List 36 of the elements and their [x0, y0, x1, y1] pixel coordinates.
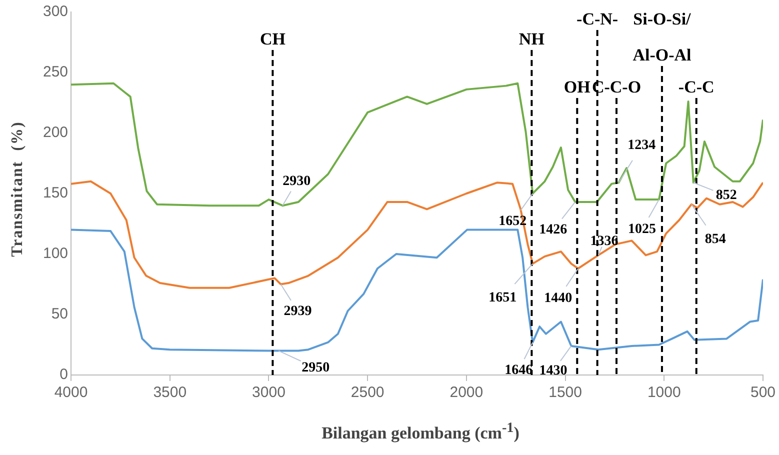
- y-tick-label: 250: [42, 64, 68, 81]
- ref-line-label: CH: [260, 29, 286, 48]
- annotation: 2939: [284, 304, 312, 319]
- annotation: 852: [716, 188, 737, 204]
- x-tick-label: 500: [750, 384, 776, 402]
- annotation: 2930: [282, 174, 311, 190]
- y-tick-label: 300: [42, 3, 68, 20]
- x-tick-label: 1000: [647, 384, 681, 402]
- ref-line-label: NH: [518, 29, 544, 48]
- y-tick-label: 200: [42, 124, 68, 142]
- ref-line-label: OH: [564, 77, 590, 96]
- annotation: 1646: [504, 362, 533, 378]
- annotation: 1651: [488, 290, 517, 306]
- annotation: 1430: [539, 364, 568, 379]
- x-tick-label: 4000: [54, 384, 88, 402]
- ref-line-label: C-C-O: [592, 77, 642, 96]
- y-axis-title: Transmitant (%): [9, 120, 27, 259]
- y-tick-label: 50: [51, 306, 68, 323]
- y-tick-label: 100: [42, 245, 68, 262]
- x-tick-label: 2500: [350, 384, 384, 402]
- ref-line-label: -C-N-: [576, 9, 618, 28]
- annotation: 1025: [628, 222, 656, 238]
- annotation: 1234: [628, 138, 656, 154]
- ref-line-label: -C-C: [678, 77, 714, 96]
- y-tick-label: 0: [60, 366, 68, 384]
- x-axis-title: Bilangan gelombang (cm$^{-1}$): [320, 420, 520, 444]
- x-tick-label: 3500: [153, 384, 187, 402]
- annotation: 1426: [539, 222, 568, 238]
- y-tick-label: 150: [42, 184, 68, 202]
- annotation: 2950: [302, 360, 330, 376]
- annotation: 1440: [544, 291, 572, 306]
- x-tick-label: 3000: [252, 384, 286, 402]
- x-tick-label: 1500: [548, 384, 582, 402]
- ref-line-label: Si-O-Si/ Al-O-Al: [632, 9, 692, 64]
- annotation: 854: [704, 232, 726, 247]
- x-tick-label: 2000: [450, 384, 484, 402]
